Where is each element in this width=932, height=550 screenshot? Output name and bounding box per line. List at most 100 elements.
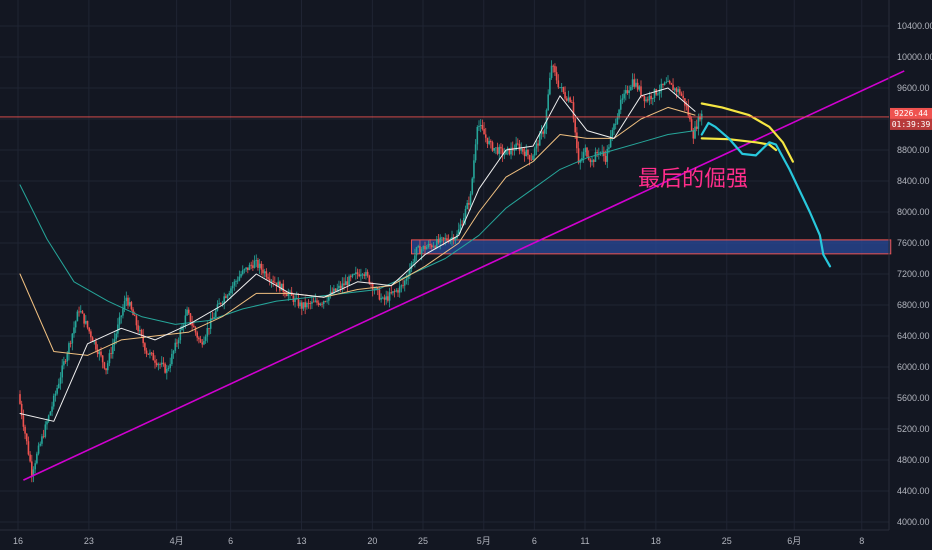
candle-body [562,87,565,93]
candle-body [275,282,278,287]
candle-body [670,83,673,85]
candle-body [609,136,612,148]
x-axis[interactable]: 16 23 4月 6 13 20 25 5月 6 11 18 25 6月 8 [13,536,864,546]
candle-body [672,84,674,91]
candle-body [633,79,636,87]
candle-body [243,269,246,271]
moving-averages-layer [19,87,696,422]
candle-body [270,280,273,282]
candle-body [387,296,389,301]
candle-body [476,126,479,145]
candle-body [468,202,470,205]
candle-body [29,454,31,462]
candle-body [351,274,354,277]
candle-body [395,290,398,292]
candle-body [294,298,296,302]
candle-body [542,131,544,134]
candle-body [537,143,539,146]
candle-body [250,264,252,266]
candle-body [22,415,25,427]
candle-body [145,350,148,354]
candle-body [42,436,45,438]
candle-body [36,453,38,464]
candle-body [652,98,654,100]
candle-body [668,81,671,84]
candle-body [589,159,592,163]
candle-body [397,290,399,293]
candle-body [191,322,193,326]
candle-body [601,151,603,153]
candle-body [34,463,36,470]
candle-body [685,105,688,107]
candle-body [184,315,187,326]
projection-yellow-bottom [700,137,778,152]
candle-body [174,342,177,351]
candle-body [133,315,136,316]
candle-body [424,245,426,250]
candle-body [44,424,47,437]
candle-body [196,332,198,338]
candle-body [382,297,384,299]
candle-body [594,152,597,162]
annotation-text: 最后的倔强 [638,167,748,192]
candle-body [147,353,150,355]
candle-body [515,143,517,151]
candle-body [348,276,350,286]
candle-body [660,83,663,92]
candle-body [538,134,541,146]
candle-body [25,433,28,442]
candle-body [255,260,258,261]
candle-body [530,159,533,161]
candle-body [613,124,615,130]
candle-body [49,411,52,416]
candle-body [98,351,101,355]
support-zone [411,239,892,255]
candle-body [106,363,109,371]
candle-body [427,243,430,247]
candle-body [302,302,305,309]
x-tick-label: 11 [580,536,589,546]
candle-body [692,131,695,139]
candle-body [591,160,593,163]
candle-body [64,361,67,363]
candle-body [483,128,485,135]
candle-body [361,274,364,276]
candle-body [142,335,144,344]
candle-body [422,245,425,250]
candle-body [658,91,661,94]
candle-body [486,137,489,144]
candle-body [51,406,53,412]
candle-body [101,355,104,363]
candle-body [349,276,352,278]
candle-body [135,315,138,326]
candle-body [160,362,163,365]
candle-body [334,288,337,291]
candle-body [39,443,42,446]
candle-body [638,86,641,90]
projection-cyan [700,121,832,268]
candle-body [604,155,607,162]
candle-body [113,339,116,345]
candle-body [479,124,482,126]
x-tick-label: 6月 [787,536,801,546]
candle-body [260,263,263,270]
candle-body [360,274,362,277]
candle-body [376,287,379,290]
candle-body [368,275,371,284]
candle-body [248,264,251,271]
candle-body [66,353,69,362]
y-tick-label: 8400.00 [897,176,930,186]
candle-body [378,289,381,300]
candle-body [186,309,188,316]
candle-body [120,315,123,317]
candle-body [365,271,367,276]
countdown-label: 01:39:39 [892,120,931,129]
y-tick-label: 4000.00 [897,517,930,527]
candle-body [204,336,207,341]
candle-body [682,95,684,99]
candle-body [405,278,408,281]
y-tick-label: 5600.00 [897,393,930,403]
candle-body [157,364,160,366]
candle-body [319,303,322,306]
